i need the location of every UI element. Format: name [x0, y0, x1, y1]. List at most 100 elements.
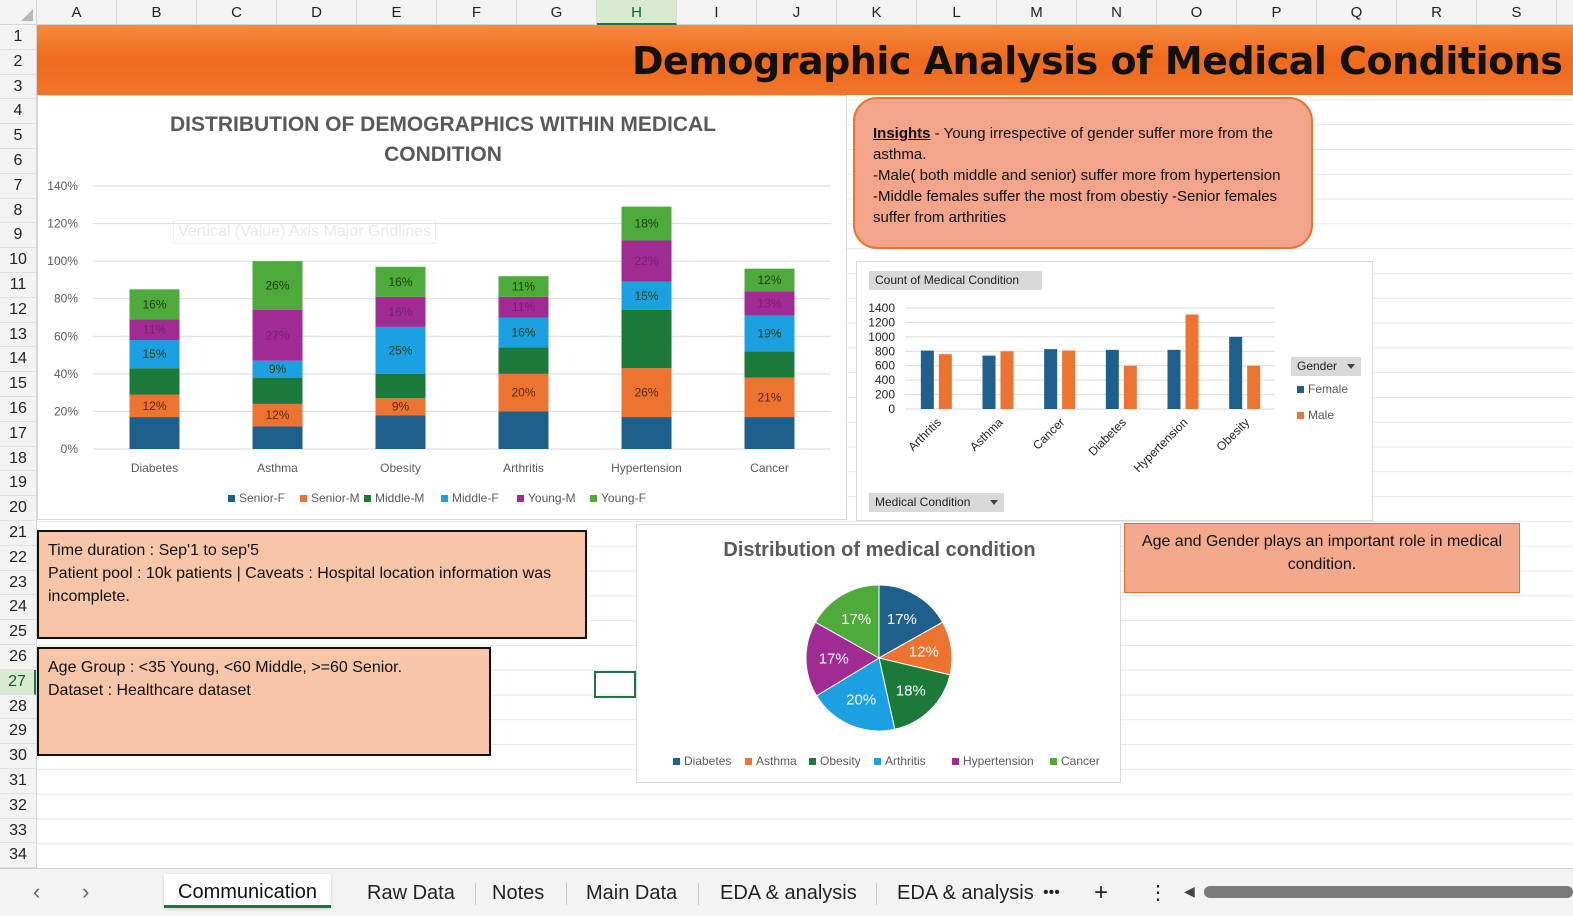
- tab-main-data[interactable]: Main Data: [586, 882, 678, 904]
- bar-segment-middle-f: [744, 315, 795, 352]
- row-header-23[interactable]: 23: [0, 571, 36, 596]
- row-header-31[interactable]: 31: [0, 769, 36, 794]
- column-header-k[interactable]: K: [837, 0, 917, 25]
- row-header-7[interactable]: 7: [0, 174, 36, 199]
- row-header-19[interactable]: 19: [0, 471, 36, 497]
- column-header-h[interactable]: H: [597, 0, 677, 25]
- row-header-22[interactable]: 22: [0, 546, 36, 571]
- row-header-27[interactable]: 27: [0, 669, 36, 695]
- y-tick-label: 800: [875, 344, 895, 358]
- horizontal-scrollbar[interactable]: ◀: [1180, 882, 1573, 902]
- pie-chart-plot: 17% 12% 18% 20% 17% 17%: [805, 584, 953, 732]
- data-label: 16%: [388, 305, 412, 319]
- row-header-15[interactable]: 15: [0, 372, 36, 397]
- column-header-p[interactable]: P: [1237, 0, 1317, 25]
- x-tick-label: Asthma: [257, 461, 298, 475]
- column-header-c[interactable]: C: [197, 0, 277, 25]
- pie-chart[interactable]: Distribution of medical condition 17% 12%…: [636, 524, 1121, 783]
- scroll-left-icon[interactable]: ◀: [1184, 883, 1195, 899]
- more-tabs-button[interactable]: •••: [1043, 884, 1060, 901]
- row-header-5[interactable]: 5: [0, 124, 36, 149]
- row-header-30[interactable]: 30: [0, 744, 36, 769]
- row-header-33[interactable]: 33: [0, 819, 36, 844]
- tab-eda-analysis[interactable]: EDA & analysis: [720, 882, 857, 904]
- column-header-b[interactable]: B: [117, 0, 197, 25]
- value-field-button[interactable]: Count of Medical Condition: [869, 271, 1042, 290]
- row-header-34[interactable]: 34: [0, 843, 36, 868]
- bar-segment-middle-m: [252, 377, 303, 404]
- data-label: 11%: [512, 280, 535, 294]
- column-header-o[interactable]: O: [1157, 0, 1237, 25]
- bar-female: [1167, 349, 1181, 409]
- pie-data-label: 17%: [841, 611, 871, 628]
- legend-young-f: Young-F: [590, 491, 646, 505]
- chevron-down-icon: [1347, 364, 1356, 370]
- select-all-corner[interactable]: [0, 0, 37, 25]
- column-header-g[interactable]: G: [517, 0, 597, 25]
- x-tick-label: Asthma: [967, 415, 1006, 454]
- demographics-stacked-chart[interactable]: DISTRIBUTION OF DEMOGRAPHICS WITHIN MEDI…: [37, 95, 847, 520]
- column-header-d[interactable]: D: [277, 0, 357, 25]
- chevron-right-icon[interactable]: ›: [82, 879, 90, 904]
- add-sheet-button[interactable]: +: [1094, 879, 1109, 906]
- x-tick-label: Obesity: [380, 461, 421, 475]
- pivot-count-chart[interactable]: Count of Medical Condition 0 200 400 600 800…: [856, 261, 1373, 521]
- column-header-f[interactable]: F: [437, 0, 517, 25]
- column-header-a[interactable]: A: [37, 0, 117, 25]
- scrollbar-thumb[interactable]: [1204, 886, 1573, 898]
- row-header-20[interactable]: 20: [0, 496, 36, 521]
- y-tick-label: 100%: [47, 254, 78, 268]
- column-header-m[interactable]: M: [997, 0, 1077, 25]
- tab-notes[interactable]: Notes: [492, 882, 545, 904]
- sheet-options-button[interactable]: ⋮: [1148, 882, 1168, 904]
- row-header-32[interactable]: 32: [0, 794, 36, 819]
- column-header-s[interactable]: S: [1477, 0, 1557, 25]
- column-header-e[interactable]: E: [357, 0, 437, 25]
- row-header-17[interactable]: 17: [0, 422, 36, 447]
- row-header-24[interactable]: 24: [0, 595, 36, 621]
- row-header-3[interactable]: 3: [0, 75, 36, 100]
- row-header-1[interactable]: 1: [0, 25, 36, 50]
- row-header-10[interactable]: 10: [0, 248, 36, 273]
- row-header-25[interactable]: 25: [0, 620, 36, 645]
- stacked-chart-title: DISTRIBUTION OF DEMOGRAPHICS WITHIN MEDI…: [170, 113, 716, 166]
- active-cell[interactable]: [594, 671, 636, 698]
- row-header-28[interactable]: 28: [0, 695, 36, 720]
- row-header-18[interactable]: 18: [0, 447, 36, 472]
- row-header-11[interactable]: 11: [0, 273, 36, 298]
- row-header-8[interactable]: 8: [0, 199, 36, 224]
- female-swatch: [1297, 386, 1304, 394]
- column-header-i[interactable]: I: [677, 0, 757, 25]
- row-header-4[interactable]: 4: [0, 99, 36, 125]
- row-header-16[interactable]: 16: [0, 397, 36, 422]
- row-header-29[interactable]: 29: [0, 719, 36, 745]
- chevron-left-icon[interactable]: ‹: [33, 879, 41, 904]
- tab-eda-analysis-2[interactable]: EDA & analysis: [897, 882, 1034, 904]
- row-header-13[interactable]: 13: [0, 323, 36, 348]
- axis-field-button[interactable]: Medical Condition: [869, 493, 1005, 512]
- row-header-21[interactable]: 21: [0, 521, 36, 546]
- bar-segment-young-m: [129, 319, 180, 341]
- row-header-2[interactable]: 2: [0, 50, 36, 75]
- row-header-12[interactable]: 12: [0, 298, 36, 323]
- y-tick-label: 40%: [54, 367, 78, 381]
- row-header-6[interactable]: 6: [0, 149, 36, 174]
- gender-filter-button[interactable]: Gender: [1291, 357, 1362, 376]
- data-label: 12%: [265, 408, 289, 422]
- legend-arthritis: Arthritis: [874, 754, 926, 768]
- column-header-r[interactable]: R: [1397, 0, 1477, 25]
- tab-communication[interactable]: Communication: [164, 874, 331, 908]
- row-header-26[interactable]: 26: [0, 645, 36, 670]
- bar-segment-young-m: [621, 240, 672, 282]
- tab-raw-data[interactable]: Raw Data: [367, 882, 455, 904]
- row-header-9[interactable]: 9: [0, 223, 36, 249]
- column-header-l[interactable]: L: [917, 0, 997, 25]
- data-label: 12%: [142, 399, 166, 413]
- row-header-14[interactable]: 14: [0, 347, 36, 373]
- column-header-n[interactable]: N: [1077, 0, 1157, 25]
- column-header-j[interactable]: J: [757, 0, 837, 25]
- bar-segment-senior-m: [252, 403, 303, 427]
- column-header-q[interactable]: Q: [1317, 0, 1397, 25]
